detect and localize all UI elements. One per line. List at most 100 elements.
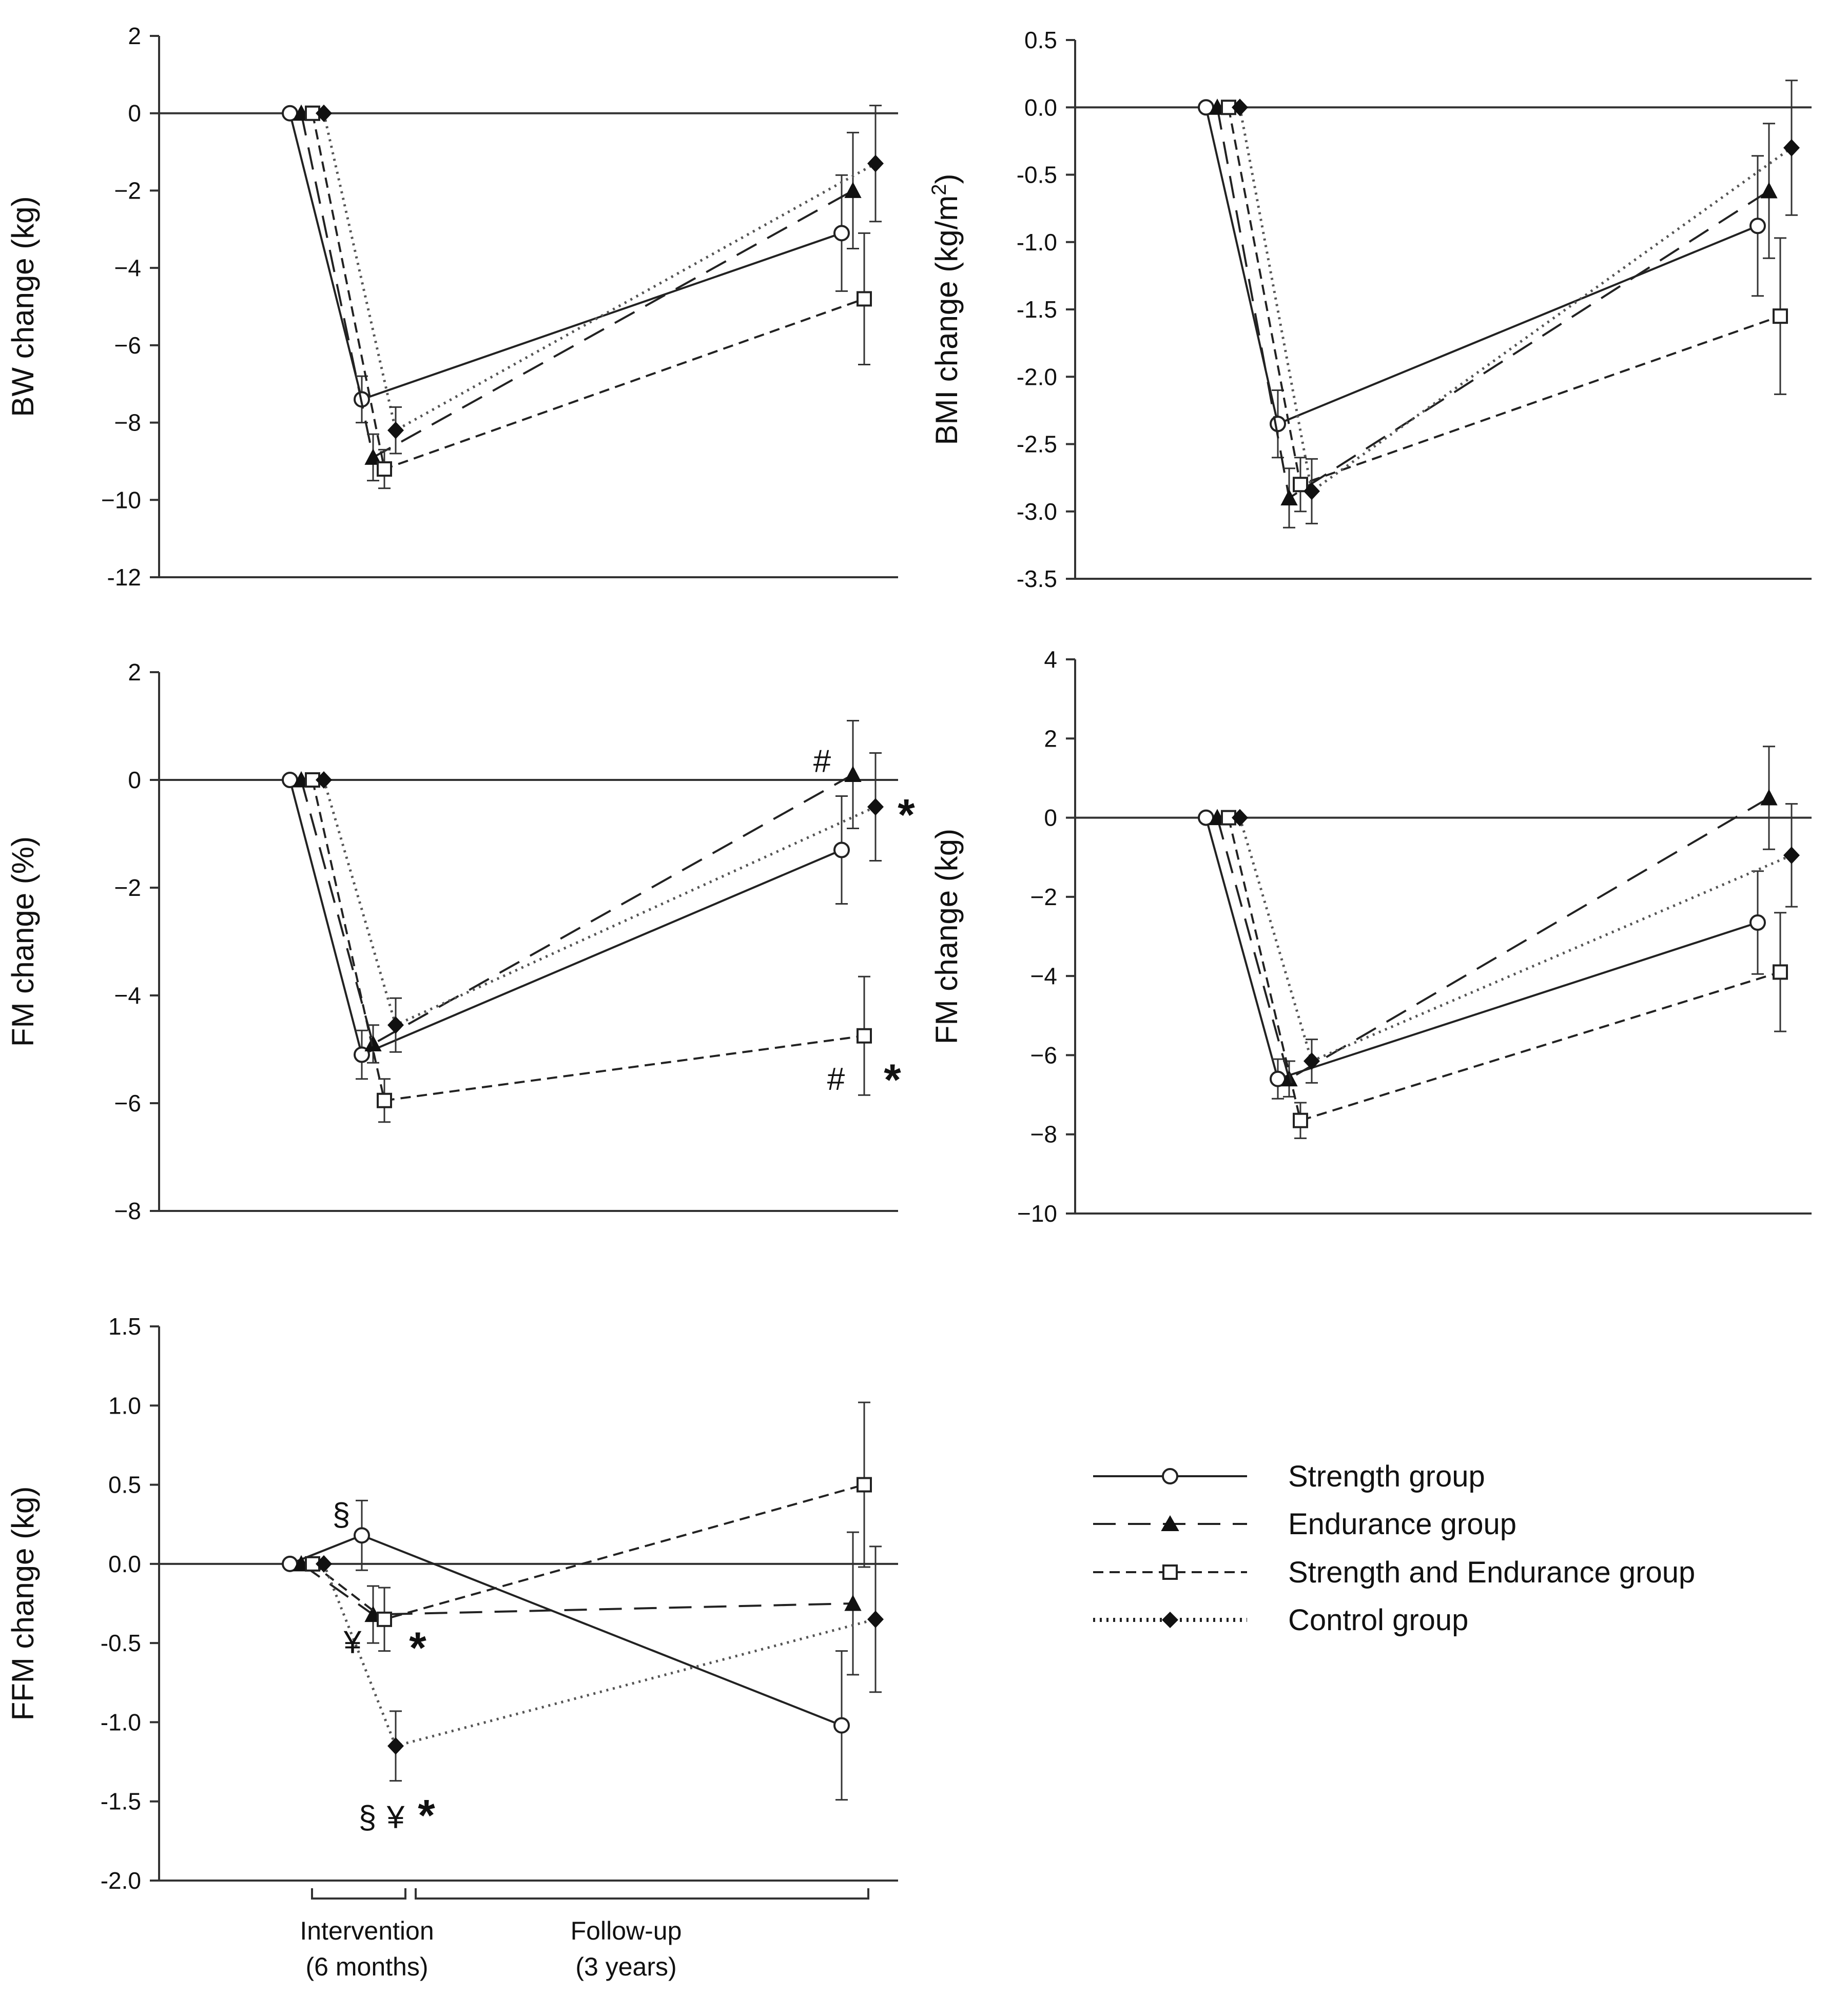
y-tick-label: -1.5 xyxy=(101,1788,141,1815)
data-point-strength_endurance xyxy=(1293,1112,1308,1128)
y-tick-label: −4 xyxy=(114,255,141,281)
series-line-endurance xyxy=(300,773,853,1046)
data-point-endurance xyxy=(1760,182,1778,199)
y-tick-label: −8 xyxy=(1030,1121,1057,1148)
y-tick-label: 2 xyxy=(1044,725,1057,752)
y-tick-label: −2 xyxy=(114,874,141,901)
significance-marker: § xyxy=(359,1800,376,1835)
intervention-label-2: (6 months) xyxy=(306,1952,429,1981)
y-tick-label: −8 xyxy=(114,1198,141,1224)
data-point-control xyxy=(1232,99,1248,116)
legend-item-control: Control group xyxy=(1093,1603,1468,1637)
y-tick-label: −4 xyxy=(114,982,141,1009)
legend-marker-endurance xyxy=(1161,1515,1179,1531)
series-line-control xyxy=(1238,107,1793,494)
followup-label-1: Follow-up xyxy=(571,1916,682,1945)
legend-marker-strength-endurance xyxy=(1162,1564,1178,1580)
data-point-strength xyxy=(1749,914,1766,931)
chart-panel-3: 2 0 −2 −4 −6 −8 FM change (%) # * # * xyxy=(6,659,915,1224)
y-tick-label: 4 xyxy=(1044,646,1057,673)
data-point-strength_endurance xyxy=(377,461,392,477)
legend-marker-strength xyxy=(1162,1468,1178,1484)
y-tick-label: -2.0 xyxy=(101,1867,141,1894)
data-point-endurance xyxy=(364,1035,382,1051)
data-point-control xyxy=(1783,139,1800,156)
chart-panels: 2 0 −2 −4 −6 −8 −10 -12 BW change (kg) 0.5 0.0 -0.5… xyxy=(6,23,1812,1894)
series-line-endurance xyxy=(300,113,853,459)
data-point-control xyxy=(387,421,404,439)
series-strength xyxy=(282,772,850,1080)
series-strength_endurance xyxy=(305,105,872,490)
significance-marker: * xyxy=(418,1791,435,1841)
series-control xyxy=(316,752,884,1053)
series-strength_endurance xyxy=(305,772,872,1123)
y-tick-label: −2 xyxy=(114,177,141,204)
series-control xyxy=(1232,80,1800,524)
series-endurance xyxy=(1209,746,1778,1098)
y-tick-label: −6 xyxy=(114,332,141,359)
chart-panel-5: 1.5 1.0 0.5 0.0 -0.5 -1.0 -1.5 -2.0 FFM change (… xyxy=(6,1313,898,1894)
series-strength xyxy=(1198,99,1766,459)
y-tick-label: -1.0 xyxy=(101,1709,141,1735)
series-endurance xyxy=(293,104,862,482)
y-tick-label: 0 xyxy=(128,767,141,793)
data-point-control xyxy=(867,1610,884,1628)
y-tick-label: -2.0 xyxy=(1017,363,1057,390)
intervention-bracket xyxy=(311,1888,406,1900)
data-point-endurance xyxy=(1280,1070,1298,1087)
series-strength xyxy=(1198,809,1766,1100)
y-tick-label: −6 xyxy=(1030,1042,1057,1068)
data-point-strength xyxy=(833,1717,850,1734)
data-point-endurance xyxy=(844,182,862,198)
data-point-control xyxy=(1783,846,1800,864)
chart-panel-2: 0.5 0.0 -0.5 -1.0 -1.5 -2.0 -2.5 -3.0 -3.5 BMI ch… xyxy=(928,27,1812,592)
data-point-control xyxy=(867,798,884,816)
series-control xyxy=(316,104,884,455)
y-tick-label: 0.5 xyxy=(1024,27,1057,53)
y-tick-label: 2 xyxy=(128,659,141,686)
followup-label-2: (3 years) xyxy=(575,1952,676,1981)
y-tick-label: -3.5 xyxy=(1017,565,1057,592)
y-tick-label: 0 xyxy=(128,100,141,127)
legend-marker-control xyxy=(1162,1612,1178,1628)
y-tick-label: −10 xyxy=(1017,1200,1057,1227)
series-line-control xyxy=(322,113,877,433)
y-tick-label: -0.5 xyxy=(101,1630,141,1656)
y-axis-title: BW change (kg) xyxy=(6,196,40,417)
data-point-strength_endurance xyxy=(1773,964,1788,980)
data-point-control xyxy=(387,1737,404,1755)
significance-marker: ¥ xyxy=(343,1625,362,1660)
y-tick-label: −8 xyxy=(114,409,141,436)
series-endurance xyxy=(1209,99,1778,529)
y-tick-label: -2.5 xyxy=(1017,431,1057,458)
y-tick-label: 0.5 xyxy=(108,1472,141,1498)
x-axis-brackets: Intervention (6 months) Follow-up (3 yea… xyxy=(300,1888,869,1981)
legend-label-endurance: Endurance group xyxy=(1288,1508,1516,1541)
y-axis-title: FFM change (kg) xyxy=(6,1486,40,1721)
series-endurance xyxy=(293,720,862,1064)
legend-item-strength-endurance: Strength and Endurance group xyxy=(1093,1556,1695,1589)
series-strength_endurance xyxy=(1221,100,1788,513)
y-tick-label: 1.5 xyxy=(108,1313,141,1340)
data-point-control xyxy=(1304,1052,1320,1070)
data-point-endurance xyxy=(844,766,862,782)
y-axis-title: FM change (%) xyxy=(6,836,40,1047)
data-point-control xyxy=(387,1016,404,1034)
series-line-strength xyxy=(289,779,842,1056)
series-endurance xyxy=(293,1531,862,1676)
data-point-control xyxy=(316,1555,332,1573)
y-tick-label: -1.0 xyxy=(1017,229,1057,256)
legend-item-strength: Strength group xyxy=(1093,1460,1485,1493)
y-axis-title: BMI change (kg/m2) xyxy=(928,173,964,445)
data-point-control xyxy=(316,104,332,122)
y-tick-label: −6 xyxy=(114,1090,141,1117)
followup-bracket xyxy=(415,1888,869,1900)
series-line-control xyxy=(322,1563,876,1748)
data-point-strength xyxy=(833,225,850,242)
data-point-strength_endurance xyxy=(377,1092,392,1108)
series-strength xyxy=(282,1499,850,1801)
chart-panel-4: 4 2 0 −2 −4 −6 −8 −10 FM change (kg) xyxy=(929,646,1812,1227)
y-tick-label: -1.5 xyxy=(1017,296,1057,323)
data-point-strength xyxy=(354,1527,370,1544)
